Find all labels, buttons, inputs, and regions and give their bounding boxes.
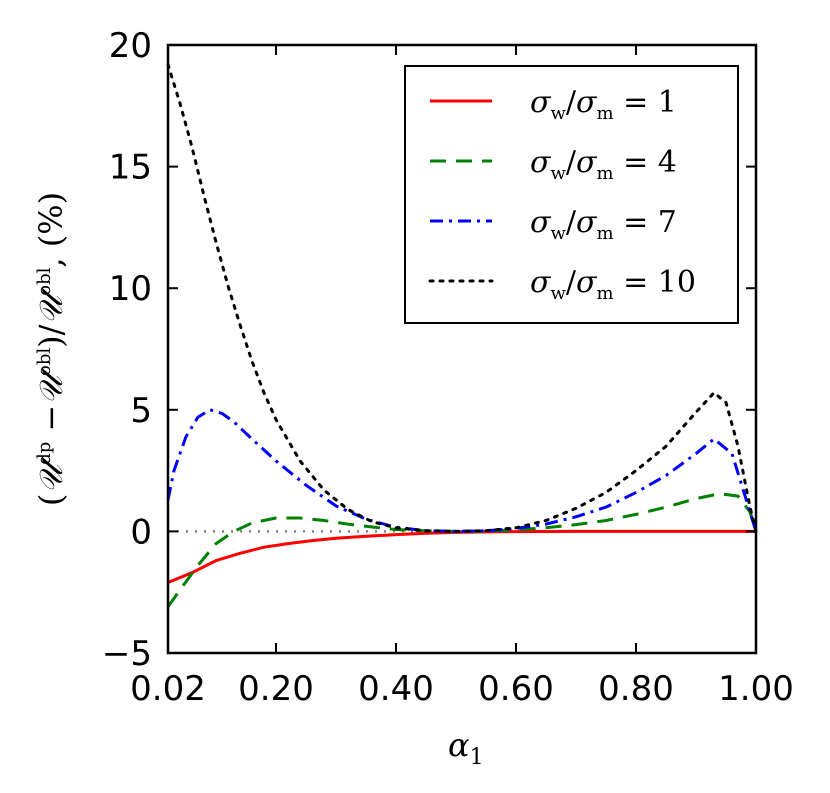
legend-entry-4: σw/σm = 10 [530, 265, 696, 304]
y-ticks: −5 0 5 10 15 20 [102, 26, 756, 674]
y-tick-label: 15 [109, 148, 152, 188]
series-line-1 [167, 529, 756, 584]
legend-entry-1: σw/σm = 1 [530, 85, 677, 124]
x-tick-label: 0.20 [238, 669, 314, 709]
x-tick-label: 0.80 [598, 669, 674, 709]
y-tick-label: −5 [102, 634, 152, 674]
series-line-4 [166, 63, 758, 533]
legend-line-samples [428, 99, 494, 283]
series-layer [166, 63, 758, 608]
x-tick-label: 0.60 [478, 669, 554, 709]
x-tick-label: 1.00 [718, 669, 794, 709]
y-tick-label: 5 [130, 391, 152, 431]
x-axis-label: α1 [448, 726, 484, 770]
y-tick-label: 0 [130, 512, 152, 552]
x-tick-label: 0.02 [130, 669, 206, 709]
y-tick-label: 20 [109, 26, 152, 66]
y-tick-label: 10 [109, 269, 152, 309]
x-tick-label: 0.40 [358, 669, 434, 709]
y-axis-label: (𝒰dp −𝒰obl)/𝒰obl, (%) [32, 192, 70, 506]
legend-entry-2: σw/σm = 4 [530, 145, 677, 184]
series-line-2 [166, 492, 758, 608]
x-ticks: 0.02 0.20 0.40 0.60 0.80 1.00 [130, 45, 794, 709]
plot-frame [166, 43, 758, 655]
legend: σw/σm = 1 σw/σm = 4 σw/σm = 7 σw/σm = 10 [404, 65, 739, 324]
x-axis-label-main: α [448, 726, 470, 764]
x-axis-label-sub: 1 [470, 745, 484, 770]
legend-entry-3: σw/σm = 7 [530, 205, 677, 244]
